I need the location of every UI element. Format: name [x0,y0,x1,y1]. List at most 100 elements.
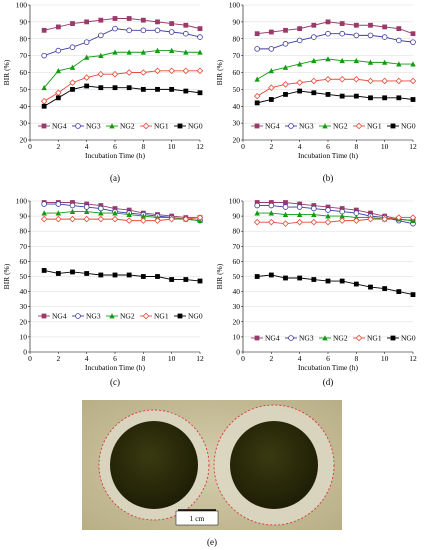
series-markers-a-ng1 [40,67,204,105]
data-point-c-ng1-6 [125,217,133,224]
series-line-d-ng1 [257,217,413,225]
data-point-b-ng0-7 [353,93,359,99]
data-point-d-ng0-3 [297,275,303,281]
data-point-a-ng0-11 [197,90,203,96]
series-line-b-ng4 [257,21,414,35]
data-point-a-ng0-1 [55,95,61,101]
legend-marker-a-ng0 [177,123,183,129]
data-point-a-ng2-7 [140,49,147,55]
data-point-d-ng3-6 [339,208,345,215]
data-point-d-ng3-7 [353,210,360,216]
y-tick-label-b-1: 30 [233,119,241,128]
data-point-a-ng4-3 [84,19,90,25]
y-tick-label-b-3: 50 [233,85,241,94]
data-point-a-ng2-8 [154,47,161,53]
data-point-b-ng0-5 [325,92,331,97]
x-tick-label-c-3: 6 [113,354,117,363]
data-point-a-ng4-7 [140,17,146,23]
data-point-b-ng2-7 [353,57,360,64]
legend-marker-b-ng4 [254,123,260,129]
chart-panel-a: 20 30 40 50 60 70 80 90 100 0 2 4 6 8 10 12 Incubation T… [0,0,212,185]
data-point-d-ng4-5 [325,204,331,210]
series-markers-b-ng1 [253,75,417,100]
data-point-b-ng3-0 [254,46,260,52]
data-point-c-ng0-9 [169,277,175,282]
y-tick-label-d-0: 0 [236,348,240,357]
legend-label-a-ng0: NG0 [188,122,203,131]
data-point-d-ng1-4 [310,218,318,226]
data-point-b-ng1-3 [296,79,303,86]
legend-marker-d-ng0 [390,335,396,341]
data-point-b-ng3-11 [410,39,416,45]
data-point-c-ng2-1 [55,210,62,216]
x-axis-label-d: Incubation Time (h) [298,363,358,372]
panel-label-b: (b) [323,173,334,183]
data-point-a-ng4-2 [70,21,75,26]
y-tick-label-d-7: 70 [233,242,241,251]
data-point-d-ng3-2 [282,204,289,210]
data-point-b-ng4-0 [254,31,260,37]
x-tick-label-b-1: 2 [269,142,273,151]
y-tick-label-c-0: 0 [23,348,27,357]
data-point-a-ng3-10 [183,30,189,37]
legend-label-b-ng3: NG3 [299,122,314,131]
x-tick-label-a-1: 2 [56,142,60,151]
panel-label-c: (c) [110,377,120,387]
data-point-c-ng2-2 [69,208,76,214]
y-tick-label-a-7: 90 [20,17,28,26]
series-line-d-ng3 [257,205,414,225]
chart-b-svg: 20 30 40 50 60 70 80 90 100 0 2 4 6 8 10 12 Incubation T… [215,1,417,184]
data-point-c-ng4-5 [112,206,118,211]
legend-label-b-ng1: NG1 [367,122,382,131]
y-tick-label-d-9: 90 [233,212,241,221]
data-point-c-ng3-4 [98,205,104,212]
zone-outline-right [213,404,335,526]
data-point-c-ng0-3 [84,271,90,276]
x-tick-label-c-0: 0 [28,354,32,363]
data-point-b-ng2-8 [367,59,374,65]
data-point-b-ng1-11 [409,77,417,85]
data-point-d-ng2-3 [296,211,303,217]
data-point-a-ng3-6 [126,27,132,34]
y-tick-label-d-6: 60 [233,257,241,266]
y-tick-label-b-2: 40 [233,102,241,111]
legend-marker-c-ng0 [177,313,183,319]
data-point-d-ng4-1 [268,200,274,205]
y-tick-label-a-5: 70 [20,51,28,60]
data-point-a-ng0-0 [41,103,47,109]
data-point-a-ng3-11 [197,34,203,40]
data-point-b-ng3-5 [325,30,331,37]
data-point-d-ng0-8 [368,284,373,290]
data-point-b-ng4-7 [353,22,359,28]
x-tick-label-a-0: 0 [28,142,32,151]
panel-label-e: (e) [207,537,217,547]
data-point-a-ng0-7 [140,86,146,92]
data-point-a-ng3-4 [98,32,104,39]
data-point-b-ng0-1 [268,97,274,102]
data-point-b-ng0-4 [311,90,317,96]
data-point-d-ng4-4 [311,203,317,208]
data-point-b-ng2-0 [254,76,260,82]
y-tick-label-c-8: 80 [20,227,28,236]
data-point-a-ng2-11 [197,49,203,55]
data-point-c-ng3-2 [69,202,76,209]
data-point-b-ng0-9 [382,95,388,101]
data-point-c-ng0-10 [183,277,189,282]
x-tick-label-b-6: 12 [409,142,417,151]
chart-panel-c: 0 10 20 30 40 50 60 70 80 90 100 0 2 4 6 8 10 12 Incubatio… [0,196,212,388]
data-point-a-ng2-10 [183,49,189,55]
scale-bar-box [175,510,219,526]
data-point-b-ng1-0 [253,92,261,100]
data-point-b-ng3-2 [282,41,289,47]
data-point-d-ng2-5 [325,213,331,219]
data-point-d-ng0-10 [396,289,402,294]
series-markers-a-ng3 [41,25,203,59]
data-point-d-ng1-3 [296,218,303,226]
panel-label-d: (d) [323,377,334,387]
data-point-a-ng0-2 [70,86,75,92]
data-point-c-ng1-7 [140,217,147,224]
data-point-a-ng4-11 [197,26,203,32]
data-point-b-ng4-5 [325,19,331,25]
data-point-a-ng3-3 [83,39,90,45]
legend-marker-d-ng4 [254,335,260,341]
